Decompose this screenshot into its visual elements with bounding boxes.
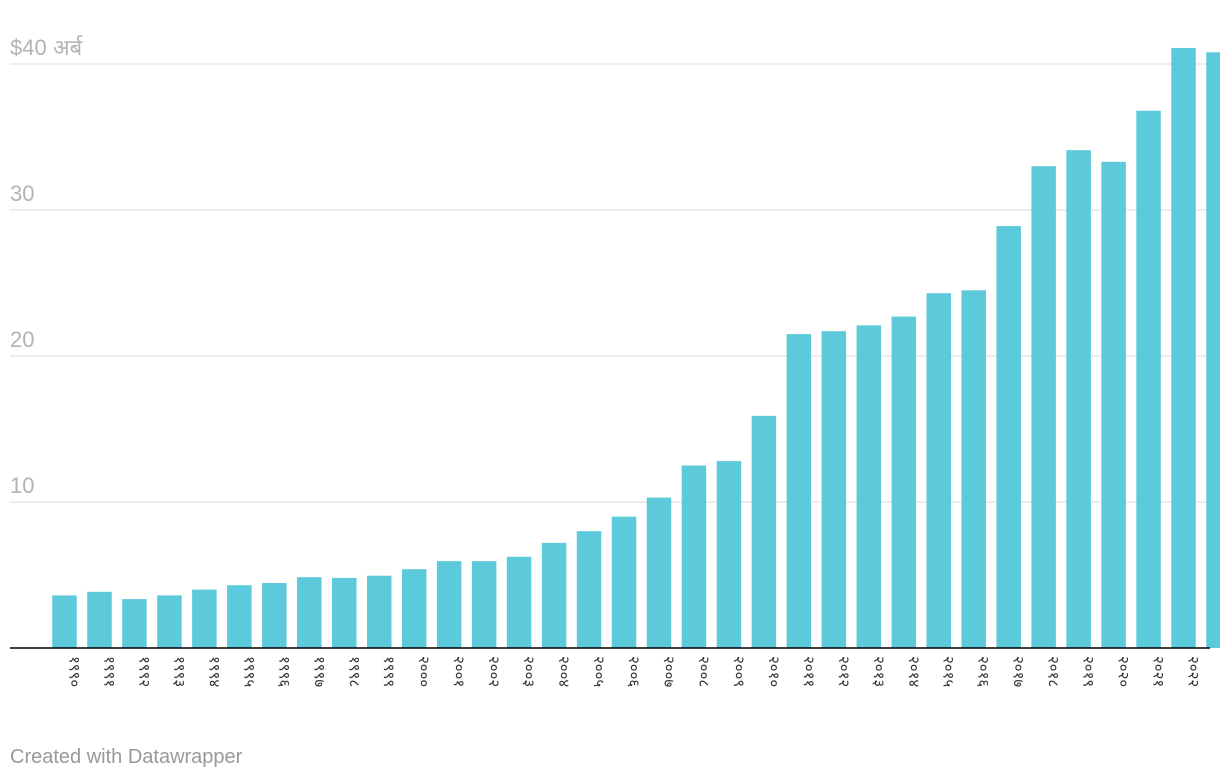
x-tick-label: २००६ [625,656,643,687]
x-tick-label: १९९६ [275,656,293,687]
x-tick-label: २०१९ [1080,656,1098,687]
y-tick-label: $40 अर्ब [10,35,83,60]
bar [262,583,287,648]
bar [1136,110,1161,649]
y-tick-label: 10 [10,473,34,498]
y-tick-label: 20 [10,327,34,352]
x-tick-label: २००२ [485,656,503,687]
x-tick-label: १९९३ [170,656,188,687]
bar [646,497,672,648]
bar [716,461,742,648]
x-tick-label: २००३ [520,656,538,687]
bar [996,226,1021,648]
bar [506,556,532,648]
x-tick-label: २०१६ [975,656,993,687]
bar [961,290,986,648]
bar [471,561,497,648]
x-tick-label: २००५ [590,656,608,687]
x-tick-label: १९९० [66,656,84,687]
bar [891,316,917,648]
bar [332,577,357,648]
x-tick-label: २०१४ [905,656,923,687]
x-tick-label: १९९५ [240,656,258,687]
x-tick-label: २०१० [765,656,783,687]
x-axis: १९९० १९९१ १९९२ १९९३ १९९४ १९९५ १९९६ १९९७ १९९८ १९९९… [10,647,1220,687]
x-tick-label: १९९९ [380,656,398,687]
bar [366,575,392,648]
x-tick-label: १९९४ [205,656,223,687]
bar [856,325,882,648]
bar [436,561,462,648]
bar [821,331,847,648]
bar [192,589,217,648]
bar [1066,150,1091,648]
x-tick-label: २०११ [800,656,818,687]
x-tick-label: २००१ [450,656,468,687]
x-tick-label: २००७ [660,656,678,687]
bar [87,591,112,648]
bar [926,293,951,648]
gridlines: 10 20 30 $40 अर्ब [10,35,1210,503]
bar [122,599,147,648]
x-tick-label: १९९२ [135,656,153,687]
x-tick-label: २०२१ [1150,656,1168,687]
y-tick-label: 30 [10,181,34,206]
bar [297,577,322,648]
bar [576,531,602,648]
x-tick-label: १९९७ [310,656,328,687]
x-tick-label: २०२० [1115,656,1133,687]
bar [227,585,252,648]
x-tick-label: २०१२ [835,656,853,687]
x-tick-label: २०२२ [1185,656,1203,687]
bar [1206,52,1220,648]
x-tick-label: १९९१ [100,656,118,687]
bar [1101,161,1126,648]
bar [611,516,637,648]
x-tick-label: २००९ [730,656,748,687]
bar [541,542,567,648]
x-tick-label: २००० [415,656,433,687]
bar [157,595,182,648]
bar [1171,47,1196,648]
bar [52,595,77,648]
x-tick-label: २००८ [695,656,713,687]
bar [1031,166,1056,648]
bars [52,47,1220,649]
bar [401,569,427,648]
x-tick-label: २०१८ [1045,656,1063,687]
bar [786,334,812,648]
bar [751,415,777,648]
bar [681,465,707,648]
x-tick-label: २०१७ [1010,656,1028,687]
x-tick-label: १९९८ [345,656,363,687]
x-tick-label: २००४ [555,656,573,687]
credit-text: Created with Datawrapper [10,746,243,768]
x-tick-label: २०१३ [870,656,888,687]
x-tick-label: २०१५ [940,656,958,687]
